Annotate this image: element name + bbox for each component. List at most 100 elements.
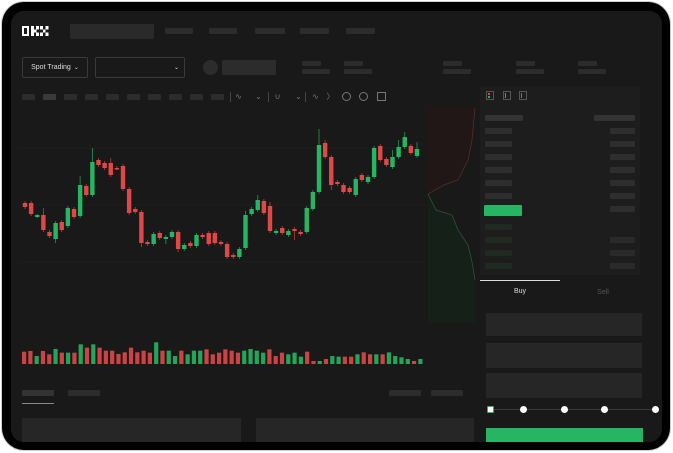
stat-label (302, 61, 321, 66)
divider (268, 92, 269, 102)
amount-input[interactable] (486, 343, 642, 368)
volume-bar (185, 354, 190, 364)
indicator-icon[interactable]: ∿ (235, 92, 242, 101)
total-input[interactable] (486, 373, 642, 398)
stat-value (516, 69, 544, 74)
candle-body (28, 203, 34, 214)
volume-bar (198, 350, 203, 364)
candle-body (237, 249, 242, 257)
candle-body (353, 179, 358, 195)
candlestick-chart[interactable] (0, 0, 430, 380)
spot-trading-dropdown[interactable]: Spot Trading ⌄ (22, 57, 88, 78)
timeframe-button[interactable] (211, 94, 224, 100)
volume-bar (298, 356, 303, 364)
depth-asks-area (428, 108, 475, 194)
volume-bar (154, 342, 159, 364)
tab-sell[interactable]: Sell (597, 289, 609, 296)
orderbook-bids-icon[interactable] (503, 91, 511, 100)
timeframe-button[interactable] (190, 94, 203, 100)
ask-price (485, 167, 512, 173)
candle-body (102, 163, 107, 168)
candle-body (322, 143, 328, 157)
volume-bar (179, 350, 184, 364)
buy-button[interactable] (486, 428, 643, 442)
volume-bar (374, 354, 379, 364)
filter-button[interactable] (389, 390, 421, 396)
candle-body (120, 166, 126, 189)
camera-icon[interactable] (342, 92, 351, 101)
chevron-down-icon[interactable]: ⌄ (295, 92, 302, 101)
candle-body (304, 208, 309, 232)
candle-body (396, 147, 401, 157)
timeframe-button[interactable] (64, 94, 77, 100)
volume-bar (72, 352, 77, 364)
fullscreen-icon[interactable] (377, 92, 386, 101)
nav-item[interactable] (165, 28, 193, 34)
ask-amount (610, 128, 635, 134)
timeframe-button[interactable] (106, 94, 119, 100)
candle-body (65, 208, 71, 226)
candle-body (206, 233, 211, 244)
pair-select[interactable]: ⌄ (95, 57, 185, 78)
timeframe-button[interactable] (148, 94, 161, 100)
stat-label (516, 61, 535, 66)
ruler-icon[interactable]: 〉 (326, 92, 335, 101)
depth-bids-line (427, 193, 476, 281)
line-tool-icon[interactable]: ∿ (312, 92, 319, 101)
volume-bar (342, 356, 347, 364)
orderbook-asks-icon[interactable] (519, 91, 527, 100)
candle-body (371, 148, 377, 177)
price-input[interactable] (486, 313, 642, 336)
candle-body (286, 231, 291, 235)
filter-button[interactable] (431, 390, 463, 396)
stat-label (443, 61, 462, 66)
volume-bar (166, 350, 171, 364)
volume-bar (399, 357, 404, 364)
slider-stop[interactable] (600, 405, 608, 413)
timeframe-button[interactable] (127, 94, 140, 100)
candle-body (96, 160, 101, 165)
timeframe-icon[interactable]: ∪ (274, 92, 281, 101)
candle-body (188, 243, 193, 246)
okx-logo[interactable] (22, 25, 52, 39)
volume-bar (279, 352, 285, 364)
candle-body (267, 206, 273, 231)
volume-bar (273, 356, 278, 364)
volume-bar (267, 349, 272, 364)
orderbook-both-icon[interactable] (486, 91, 494, 100)
volume-bar (235, 352, 241, 364)
slider-stop[interactable] (651, 405, 659, 413)
search-bar[interactable] (70, 24, 154, 39)
nav-item[interactable] (209, 28, 237, 34)
ask-price (485, 141, 512, 147)
candle-body (77, 185, 83, 216)
chevron-down-icon: ⌄ (173, 65, 179, 71)
ask-amount (610, 206, 635, 212)
slider-stop[interactable] (486, 405, 494, 413)
bid-amount (610, 237, 635, 243)
pair-price (222, 60, 276, 75)
nav-item[interactable] (255, 28, 285, 34)
tab-open-orders[interactable] (22, 390, 54, 396)
spot-trading-label: Spot Trading (31, 64, 71, 71)
nav-item[interactable] (346, 28, 375, 34)
volume-bar (122, 352, 127, 364)
stat-value (302, 69, 330, 74)
tab-buy[interactable]: Buy (513, 288, 527, 295)
tab-order-history[interactable] (68, 390, 100, 396)
timeframe-button[interactable] (22, 94, 35, 100)
slider-stop[interactable] (560, 405, 568, 413)
chart-type-icon[interactable]: ⌄ (255, 92, 262, 101)
timeframe-button[interactable] (43, 94, 56, 100)
percent-slider[interactable] (490, 409, 656, 410)
volume-bar (147, 352, 152, 364)
nav-item[interactable] (300, 28, 329, 34)
volume-bar (59, 352, 64, 364)
slider-stop[interactable] (519, 405, 527, 413)
candle-body (359, 175, 365, 180)
settings-icon[interactable] (359, 92, 368, 101)
candle-body (261, 201, 267, 213)
timeframe-button[interactable] (169, 94, 182, 100)
timeframe-button[interactable] (85, 94, 98, 100)
volume-bar (141, 350, 146, 364)
